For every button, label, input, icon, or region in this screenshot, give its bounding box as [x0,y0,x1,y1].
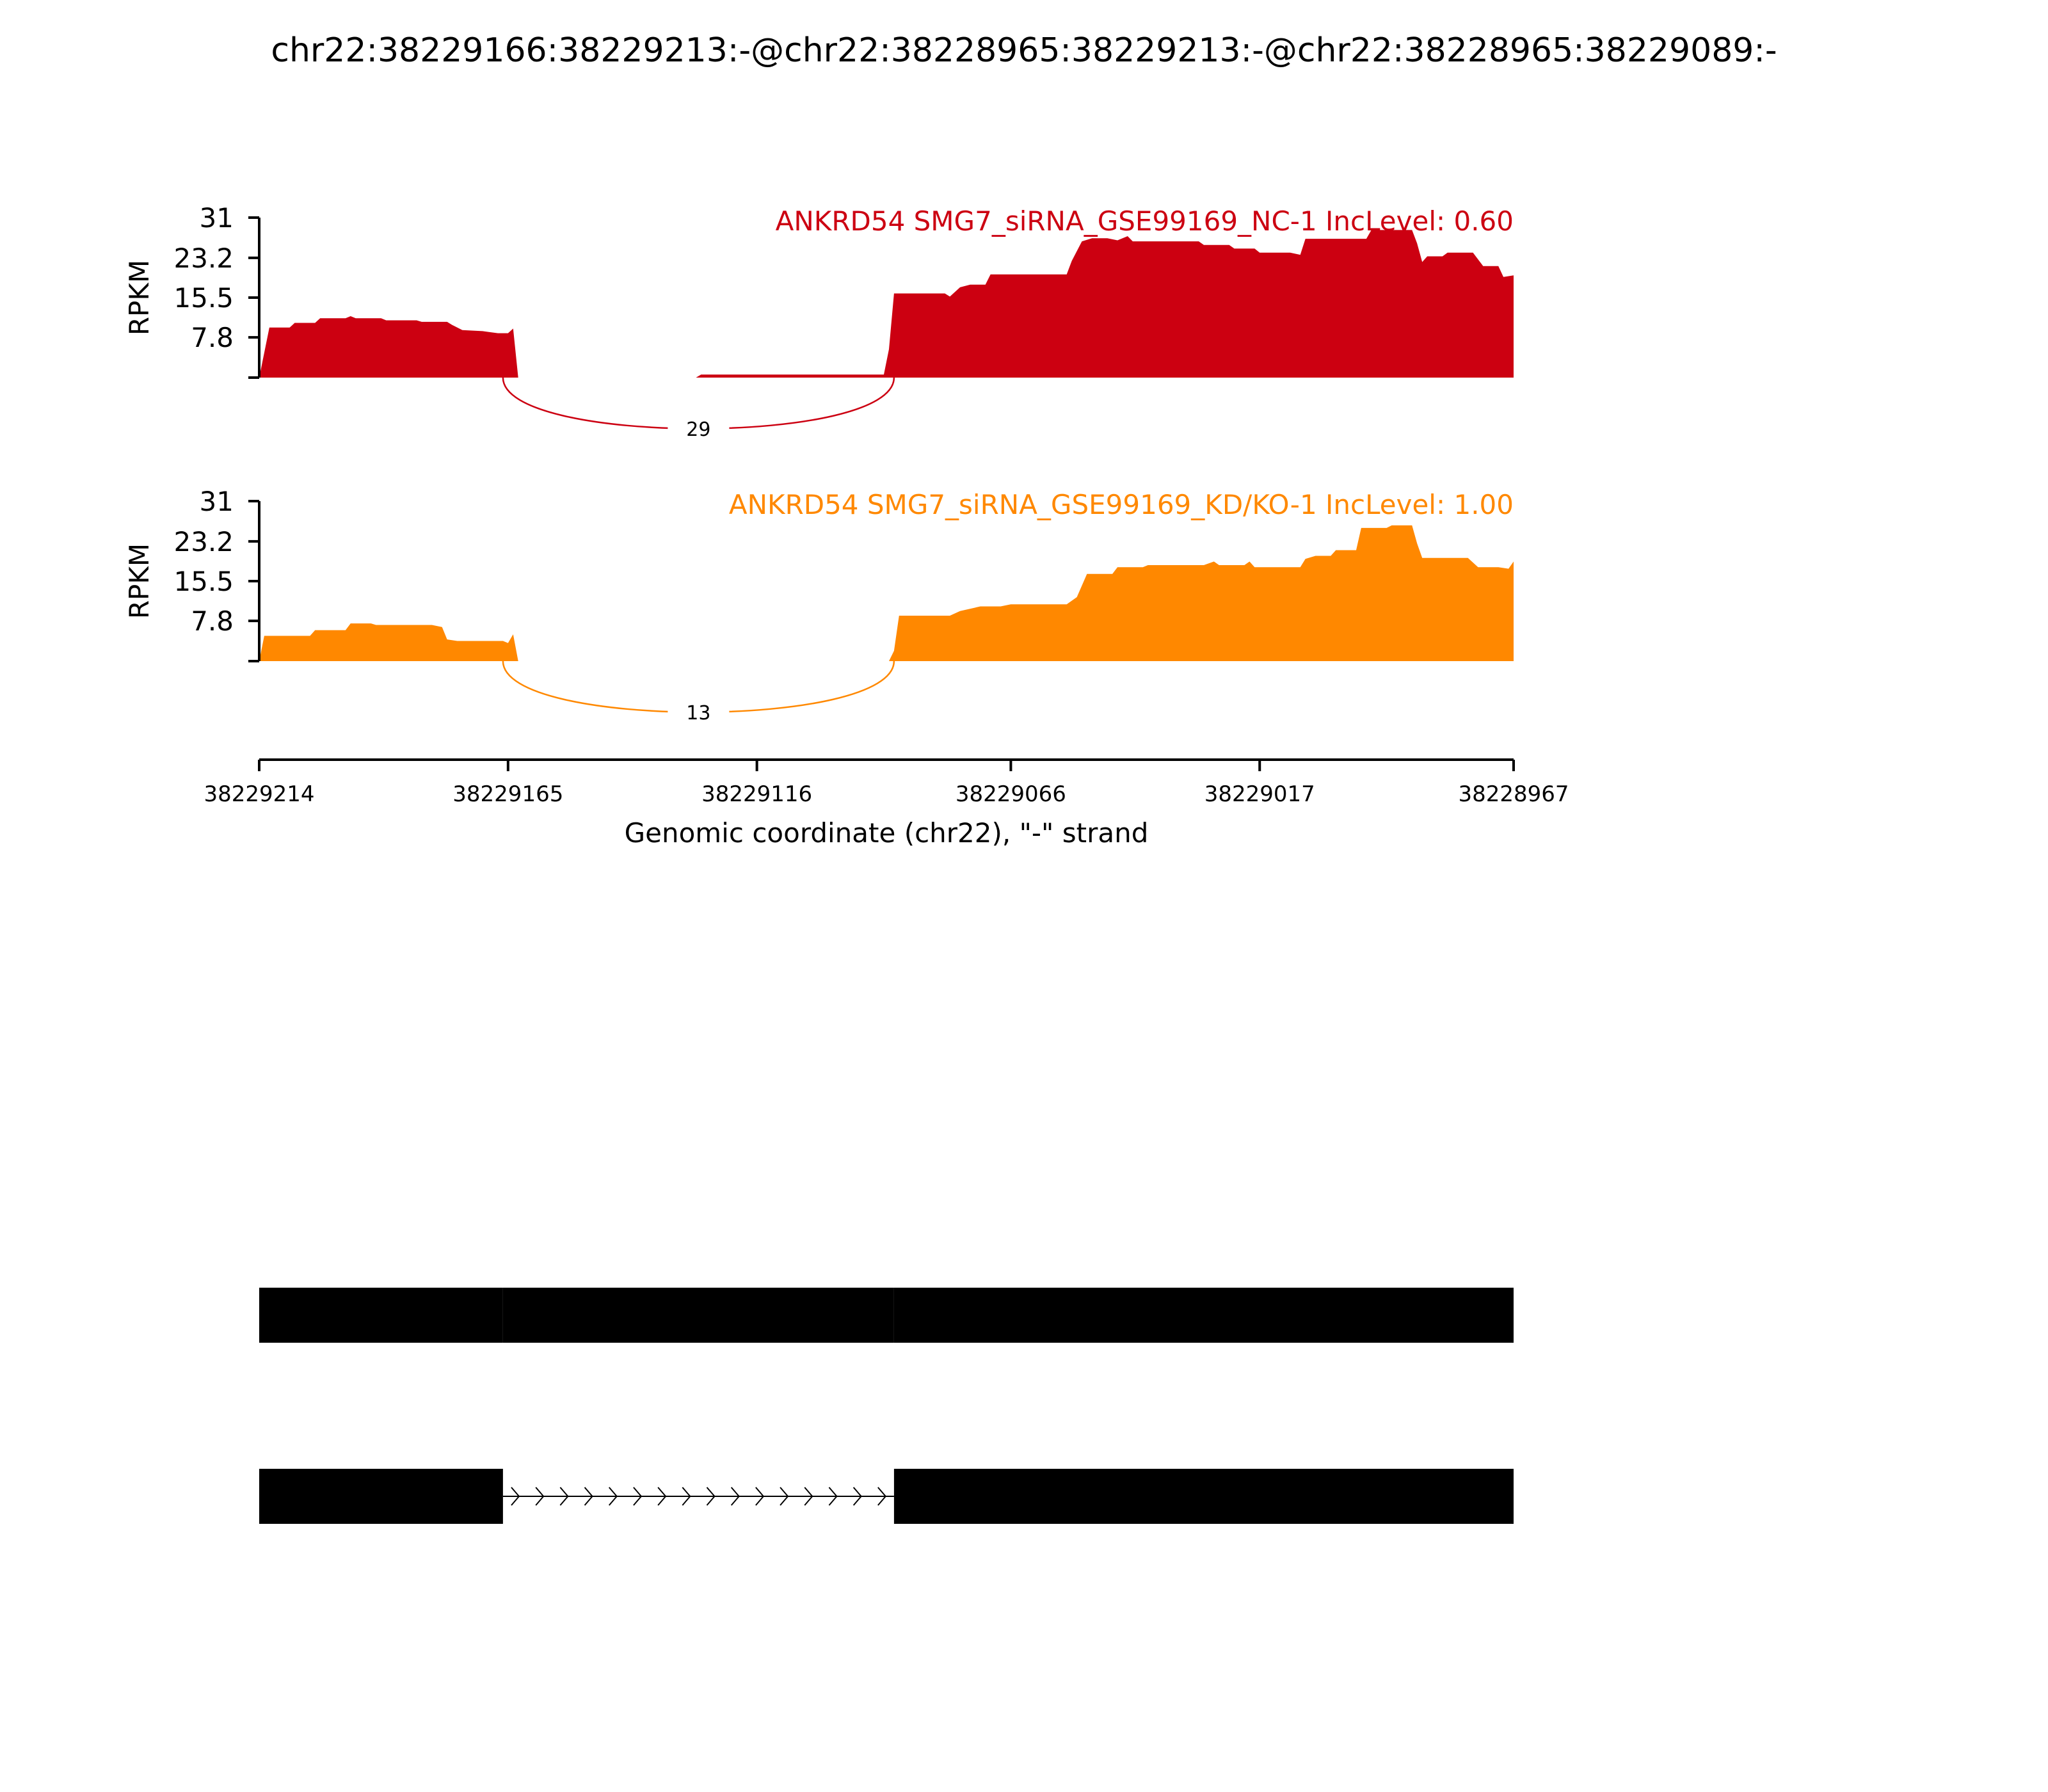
strand-chevron-icon [657,1487,667,1506]
strand-chevron-icon [559,1487,569,1506]
strand-chevron-icon [755,1487,765,1506]
track-title-kdko: ANKRD54 SMG7_siRNA_GSE99169_KD/KO-1 IncL… [729,489,1514,520]
y-axis-label-nc: RPKM [124,260,155,335]
x-tick-label: 38229214 [204,781,314,807]
junction-label-bg [668,698,730,726]
strand-chevron-icon [584,1487,593,1506]
y-tick-label: 23.2 [173,526,234,557]
strand-chevron-icon [633,1487,643,1506]
y-axis-label-kdko: RPKM [124,543,155,619]
x-axis: Genomic coordinate (chr22), "-" strand 3… [204,758,1569,849]
y-tick-label: 15.5 [173,282,234,314]
strand-chevron-icon [804,1487,813,1506]
isoform-track [259,1288,1514,1524]
y-tick-label: 7.8 [191,605,234,637]
strand-chevron-icon [511,1487,520,1506]
y-tick-label: 7.8 [191,322,234,353]
strand-chevron-icon [535,1487,545,1506]
x-tick-label: 38229116 [701,781,812,807]
junction-count-label: 13 [686,702,710,724]
coverage-area [259,230,1514,378]
strand-chevron-icon [706,1487,716,1506]
chart-title: chr22:38229166:38229213:-@chr22:38228965… [271,31,1777,70]
exon-block [893,1469,1514,1524]
strand-chevron-icon [730,1487,740,1506]
y-tick-label: 31 [200,486,234,517]
y-tick-label: 23.2 [173,243,234,274]
strand-chevron-icon [852,1487,862,1506]
exon-block [502,1288,894,1343]
x-tick-label: 38229066 [956,781,1066,807]
y-tick-label: 31 [200,202,234,234]
strand-chevron-icon [780,1487,789,1506]
isoform-1 [259,1288,1514,1343]
x-axis-label: Genomic coordinate (chr22), "-" strand [625,817,1149,849]
y-tick-label: 15.5 [173,566,234,597]
strand-chevron-icon [828,1487,838,1506]
coverage-track-kdko: ANKRD54 SMG7_siRNA_GSE99169_KD/KO-1 IncL… [124,486,1514,726]
strand-chevron-icon [608,1487,618,1506]
exon-block [259,1469,503,1524]
junction-label-bg [668,415,730,443]
x-tick-label: 38229017 [1204,781,1315,807]
coverage-track-nc: ANKRD54 SMG7_siRNA_GSE99169_NC-1 IncLeve… [124,202,1514,443]
coverage-area [259,525,1514,661]
strand-chevron-icon [682,1487,691,1506]
x-tick-label: 38228967 [1458,781,1569,807]
junction-count-label: 29 [686,419,710,441]
strand-chevron-icon [877,1487,887,1506]
x-tick-label: 38229165 [452,781,563,807]
exon-block [259,1288,503,1343]
exon-block [893,1288,1514,1343]
isoform-2 [259,1469,1514,1524]
